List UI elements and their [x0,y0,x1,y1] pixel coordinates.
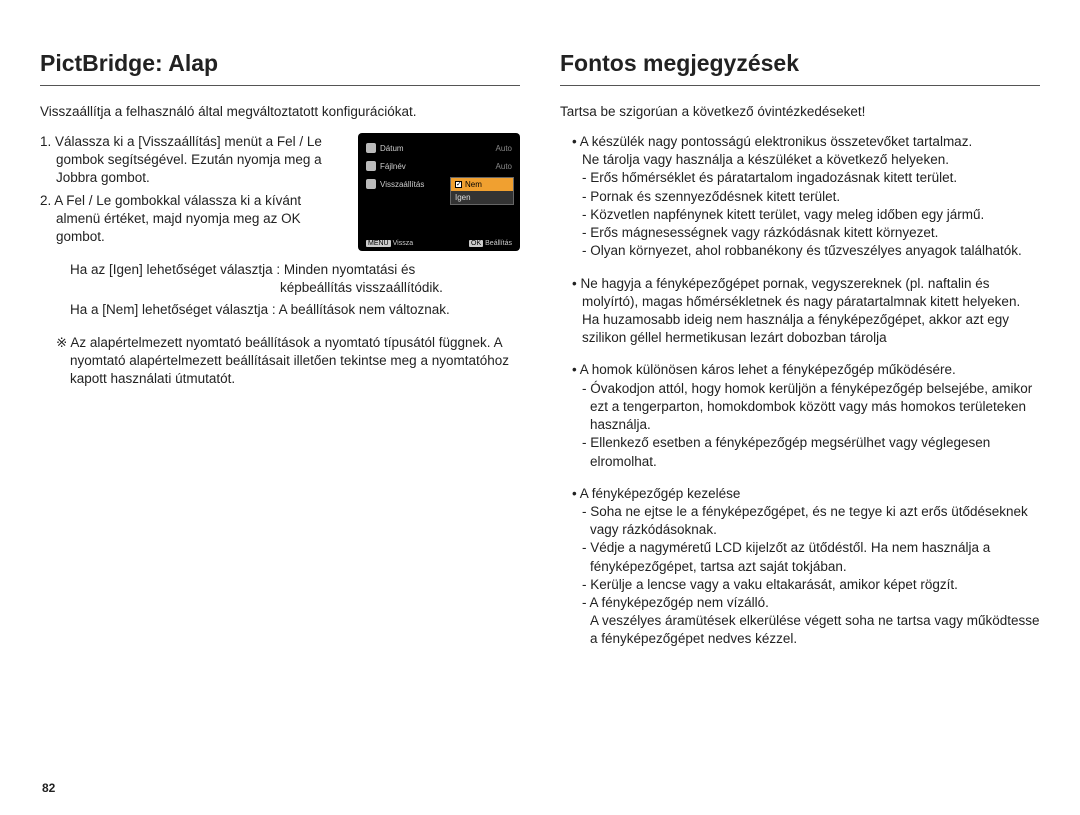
ss-popup-opt-nem: Nem [451,178,513,191]
precautions-group-4: • A fényképezőgép kezelése - Soha ne ejt… [560,485,1040,649]
ss-row3-label: Visszaállítás [380,180,424,189]
precautions-group-2: • Ne hagyja a fényképezőgépet pornak, ve… [560,275,1040,348]
precautions-group-3: • A homok különösen káros lehet a fényké… [560,361,1040,470]
ss-row2-val: Auto [496,162,512,171]
left-section-title: PictBridge: Alap [40,50,520,86]
filename-icon [366,161,376,171]
precautions-group-1: • A készülék nagy pontosságú elektroniku… [560,133,1040,261]
right-intro: Tartsa be szigorúan a következő óvintézk… [560,104,1040,119]
check-icon [455,181,462,188]
result-yes: Ha az [Igen] lehetőséget választja : Min… [40,261,520,297]
left-intro: Visszaállítja a felhasználó által megvál… [40,104,520,119]
ss-footer-back: Vissza [393,240,414,247]
ss-row1-val: Auto [496,144,512,153]
step-2: 2. A Fel / Le gombokkal válassza ki a kí… [56,192,346,247]
ss-popup: Nem Igen [450,177,514,205]
reset-icon [366,179,376,189]
ss-row2-label: Fájlnév [380,162,406,171]
ss-ok-badge: OK [469,240,483,247]
date-icon [366,143,376,153]
default-printer-note: ※ Az alapértelmezett nyomtató beállításo… [40,334,520,389]
step-1: 1. Válassza ki a [Visszaállítás] menüt a… [56,133,346,188]
right-section-title: Fontos megjegyzések [560,50,1040,86]
page-number: 82 [42,781,55,795]
ss-popup-opt-igen: Igen [451,191,513,204]
ss-row1-label: Dátum [380,144,404,153]
ss-footer-set: Beállítás [485,240,512,247]
result-no: Ha a [Nem] lehetőséget választja : A beá… [40,301,520,319]
embedded-screenshot: Dátum Auto Fájlnév Auto Visszaállítás Ne… [358,133,520,251]
ss-menu-badge: MENU [366,240,391,247]
